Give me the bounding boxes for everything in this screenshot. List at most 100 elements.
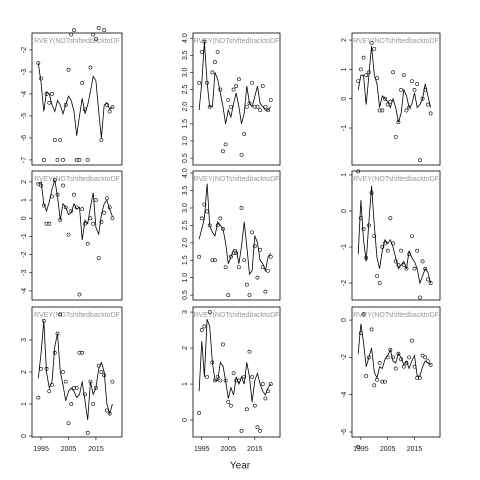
data-point — [428, 281, 433, 285]
data-point — [391, 70, 395, 75]
x-tick-label: 1995 — [353, 446, 369, 453]
data-point — [210, 258, 215, 263]
data-point — [88, 216, 93, 221]
data-point — [393, 366, 398, 371]
data-point — [372, 383, 377, 388]
panel-title: RVEY(NOTshiftedbacktoDF — [194, 176, 280, 183]
data-point — [388, 216, 393, 221]
y-tick-label: 4.0 — [182, 33, 189, 43]
y-tick-label: -2 — [341, 280, 348, 286]
data-point — [218, 378, 223, 383]
panel-title: RVEY(NOTshiftedbacktoDF — [34, 38, 120, 45]
y-tick-label: 2.0 — [182, 238, 189, 248]
panel-frame — [31, 32, 123, 166]
data-point — [77, 292, 82, 297]
y-tick-label: 0.5 — [182, 290, 189, 300]
data-point — [74, 158, 79, 162]
data-point — [99, 219, 104, 224]
data-point — [36, 395, 41, 400]
data-point — [417, 295, 422, 300]
data-point — [85, 241, 90, 246]
data-point — [242, 258, 247, 263]
data-point — [266, 268, 270, 273]
data-point — [202, 202, 207, 207]
y-tick-label: -4 — [341, 391, 348, 397]
data-point — [231, 371, 236, 376]
data-point — [268, 254, 273, 259]
x-tick-label: 1995 — [33, 446, 49, 453]
data-point — [107, 109, 112, 114]
y-tick-label: -6 — [341, 429, 348, 435]
data-point — [361, 227, 366, 231]
y-tick-label: 0 — [341, 318, 348, 322]
data-point — [415, 248, 420, 253]
panel-frame — [192, 170, 281, 301]
data-point — [383, 379, 387, 384]
data-point — [263, 396, 268, 401]
x-tick-label: 2015 — [407, 446, 423, 453]
data-point — [80, 350, 85, 355]
data-point — [197, 254, 202, 259]
y-tick-label: 1.5 — [182, 119, 189, 129]
data-point — [244, 104, 249, 109]
data-point — [255, 425, 260, 430]
data-point — [226, 97, 231, 102]
data-point — [420, 259, 425, 264]
data-point — [105, 408, 109, 413]
x-tick-label: 2005 — [220, 446, 236, 453]
x-tick-label: 2015 — [247, 446, 263, 453]
y-tick-label: -7 — [21, 157, 28, 163]
data-point — [396, 351, 401, 356]
data-point — [199, 216, 204, 221]
data-point — [91, 402, 96, 406]
y-tick-label: 2 — [341, 38, 348, 42]
data-point — [258, 428, 263, 433]
data-point — [252, 104, 257, 109]
y-tick-label: -4 — [21, 91, 28, 97]
data-point — [63, 205, 68, 210]
data-point — [250, 80, 255, 85]
data-point — [213, 60, 217, 65]
data-point — [55, 158, 60, 162]
data-point — [77, 158, 82, 162]
data-point — [105, 196, 109, 201]
data-point — [61, 370, 65, 374]
data-point — [252, 244, 257, 249]
data-point — [99, 370, 104, 374]
data-point — [369, 191, 374, 195]
data-point — [255, 104, 260, 109]
data-point — [401, 364, 406, 369]
data-point — [385, 248, 390, 253]
data-point — [409, 79, 414, 84]
data-point — [236, 77, 241, 82]
data-point — [412, 88, 417, 92]
y-tick-label: 0.5 — [182, 153, 189, 163]
data-point — [260, 382, 265, 386]
y-tick-label: 1 — [341, 173, 348, 177]
panel-title: RVEY(NOTshiftedbacktoDF — [34, 176, 120, 183]
data-point — [401, 73, 406, 78]
panel-frame — [192, 32, 281, 166]
data-point — [380, 108, 385, 113]
trend-line — [357, 323, 431, 380]
data-point — [72, 192, 76, 197]
data-point — [252, 403, 257, 408]
data-point — [94, 37, 98, 41]
data-point — [423, 266, 428, 271]
data-point — [58, 138, 63, 143]
data-point — [242, 132, 247, 137]
panel-frame — [351, 170, 441, 301]
data-point — [66, 232, 71, 237]
y-tick-label: 0 — [21, 216, 28, 220]
data-point — [205, 209, 209, 214]
y-tick-label: 1.0 — [182, 136, 189, 146]
panel-title: RVEY(NOTshiftedbacktoDF — [353, 38, 439, 45]
data-point — [74, 386, 79, 390]
data-point — [61, 183, 65, 188]
data-point — [226, 400, 231, 404]
data-point — [239, 428, 244, 433]
data-point — [383, 96, 387, 101]
panel-title: RVEY(NOTshiftedbacktoDF — [194, 38, 280, 45]
data-point — [383, 241, 387, 246]
